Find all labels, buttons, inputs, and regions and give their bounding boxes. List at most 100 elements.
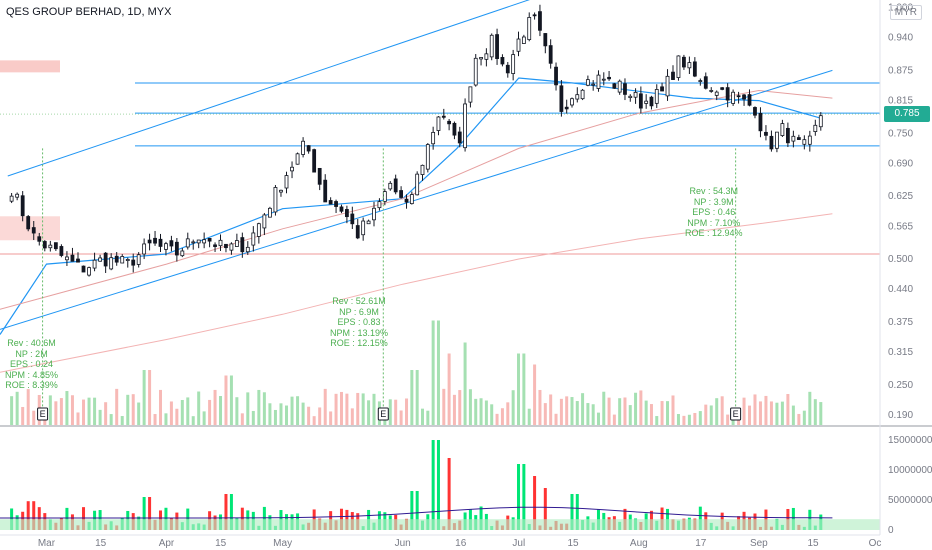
currency-badge[interactable]: MYR <box>889 5 922 20</box>
candle-body <box>617 80 622 93</box>
volume-bar <box>323 388 327 425</box>
candle-body <box>660 86 664 92</box>
candle-body <box>301 140 305 155</box>
volume-bar <box>463 342 467 425</box>
candle-body <box>120 256 125 264</box>
volume-bar <box>191 416 195 425</box>
candle-body <box>500 57 505 65</box>
volume-bar <box>186 397 190 425</box>
candle-body <box>654 89 659 104</box>
candle-body <box>273 187 278 213</box>
volume-bar <box>649 404 653 425</box>
earnings-annotation-line: ROE : 8.39% <box>5 380 58 390</box>
candle-body <box>676 55 681 78</box>
candle-body <box>20 195 25 217</box>
volume-bar <box>307 406 311 425</box>
volume-bar <box>120 416 124 425</box>
candle-body <box>136 254 141 265</box>
volume-bar <box>780 401 784 425</box>
zone-box <box>0 60 60 73</box>
volume-bar <box>175 408 179 425</box>
candle-body <box>323 179 328 203</box>
candle-body <box>366 220 371 225</box>
candle-body <box>521 36 526 44</box>
horizontal-levels[interactable] <box>0 60 880 255</box>
candle-body <box>279 189 283 193</box>
candle-body <box>591 83 596 86</box>
volume-bar <box>549 394 553 425</box>
earnings-annotation-line: EPS : 0.46 <box>692 207 736 217</box>
earnings-marker-label: E <box>40 409 46 419</box>
x-tick-label: Jul <box>512 538 525 549</box>
osc-bar <box>164 507 168 530</box>
volume-bar <box>565 396 569 425</box>
volume-bar <box>431 320 435 425</box>
volume-bar <box>202 411 206 425</box>
candle-body <box>633 91 638 98</box>
candle-body <box>742 94 746 100</box>
volume-bar <box>70 395 74 425</box>
volume-bar <box>554 413 558 425</box>
volume-bar <box>87 397 91 425</box>
candle-body <box>295 153 300 165</box>
candle-body <box>479 57 483 60</box>
candle-body <box>758 112 763 132</box>
volume-bar <box>479 398 483 425</box>
osc-bar <box>224 494 228 530</box>
volume-bar <box>76 412 80 425</box>
volume-bar <box>442 388 446 425</box>
candle-body <box>372 207 376 221</box>
volume-bar <box>628 405 632 425</box>
candle-body <box>457 131 462 144</box>
candle-body <box>612 83 617 89</box>
volume-bar <box>666 401 670 425</box>
y-tick-label: 0.500 <box>888 254 913 265</box>
trend-lines[interactable] <box>0 0 833 330</box>
volume-bar <box>115 388 119 425</box>
volume-bar <box>715 398 719 425</box>
osc-bar <box>32 501 36 530</box>
volume-bar <box>98 409 102 425</box>
osc-bar <box>82 507 86 530</box>
volume-bar <box>660 401 664 425</box>
volume-bar <box>345 393 349 425</box>
osc-bar <box>791 507 795 530</box>
candle-body <box>415 173 420 196</box>
candle-body <box>169 240 174 247</box>
candle-body <box>731 91 736 104</box>
candle-body <box>489 34 494 58</box>
volume-bar <box>698 411 702 425</box>
candle-body <box>725 87 730 101</box>
candle-body <box>802 139 807 145</box>
candle-body <box>37 236 42 242</box>
candle-body <box>703 76 708 89</box>
candle-body <box>807 135 812 145</box>
candle-body <box>377 201 382 209</box>
volume-bar <box>367 400 371 425</box>
volume-bar <box>802 410 806 425</box>
volume-bar <box>268 403 272 425</box>
osc-bar <box>229 494 233 530</box>
candle-body <box>601 78 606 81</box>
candle-body <box>554 66 558 86</box>
volume-bar <box>586 403 590 425</box>
candle-body <box>564 106 569 110</box>
candle-body <box>142 243 147 255</box>
osc-bar <box>148 497 152 530</box>
volume-bar <box>93 397 97 425</box>
volume-bar <box>285 405 289 425</box>
candle-body <box>125 259 130 261</box>
volume-bar <box>21 406 25 425</box>
volume-bar <box>819 402 823 425</box>
candle-body <box>31 227 36 234</box>
volume-bar <box>676 414 680 425</box>
candle-body <box>245 246 250 253</box>
y-tick-label: 0.315 <box>888 347 913 358</box>
candle-body <box>256 223 261 237</box>
volume-bar <box>394 399 398 425</box>
candle-body <box>350 213 355 225</box>
volume-bar <box>296 396 300 425</box>
